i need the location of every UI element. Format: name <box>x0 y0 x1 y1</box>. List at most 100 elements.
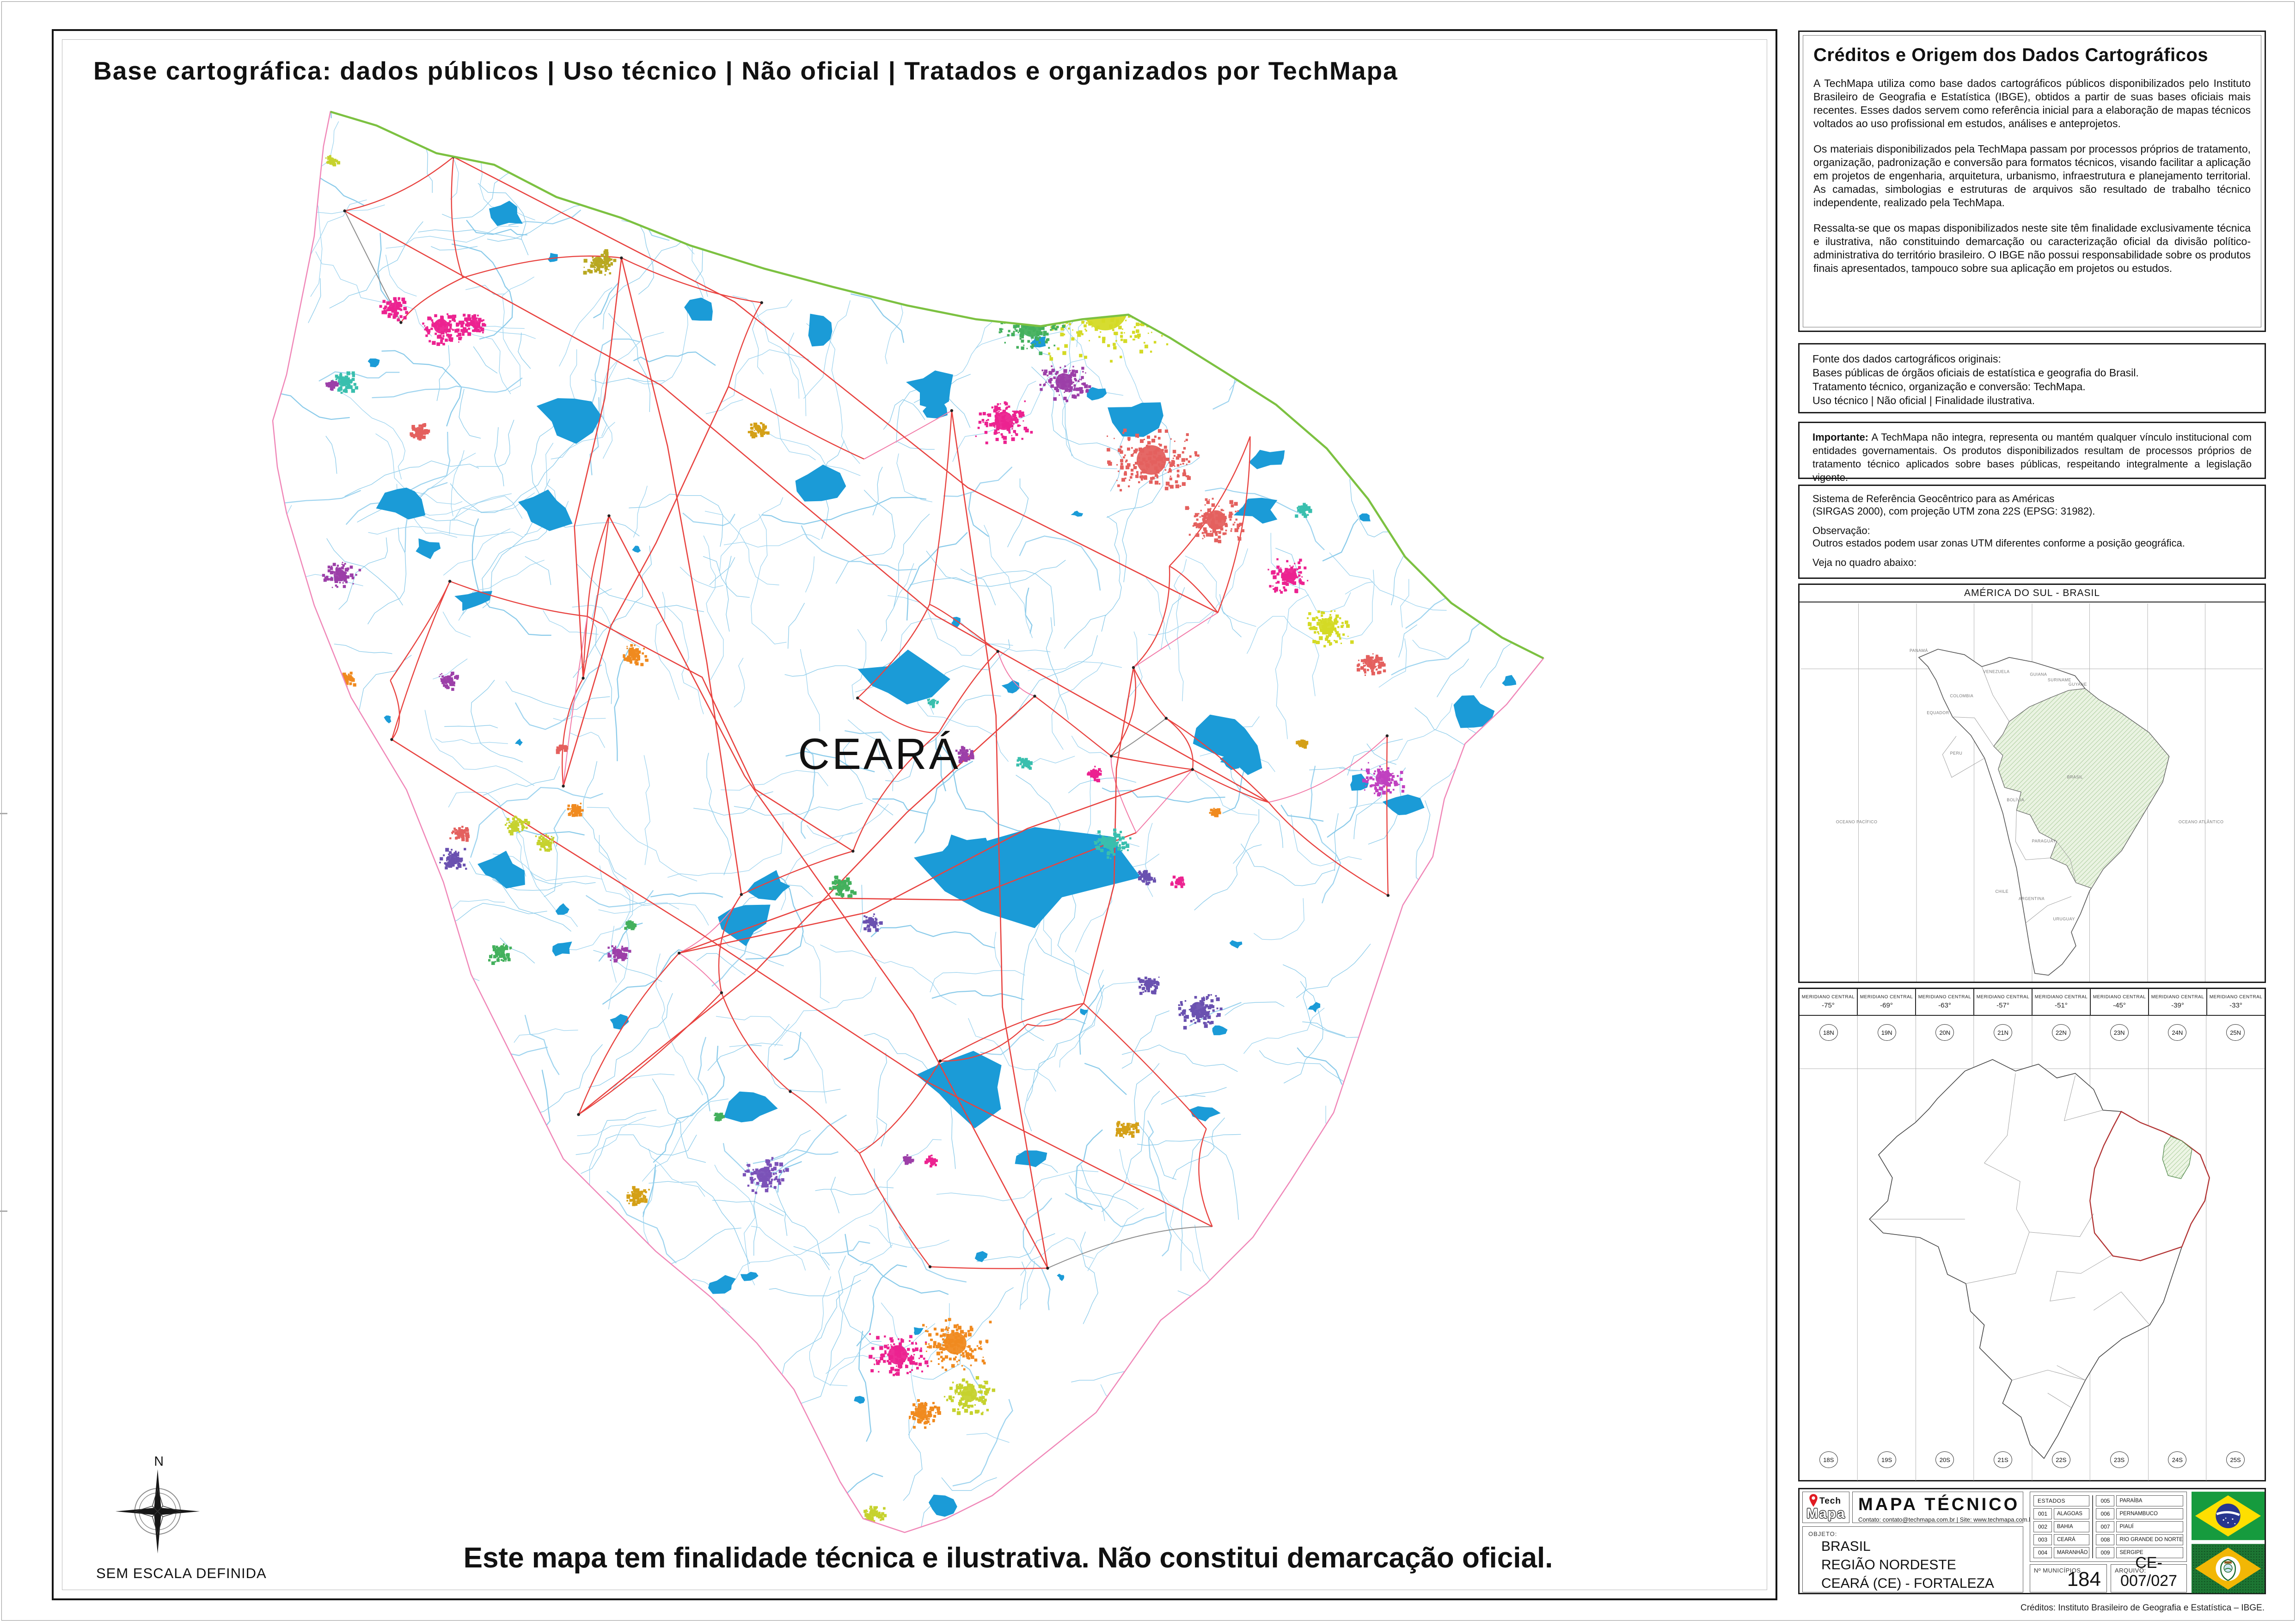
credit-line: Créditos: Instituto Brasileiro de Geogra… <box>2020 1603 2265 1613</box>
brazil-flag <box>2192 1492 2265 1540</box>
country-label: PERU <box>1950 751 1963 756</box>
states-table: ESTADOS 001 ALAGOAS 002 BAHIA 003 CEARÁ 004 MARA… <box>2030 1492 2187 1562</box>
map-bottom-statement: Este mapa tem finalidade técnica e ilust… <box>463 1542 1553 1574</box>
south-america-title: AMÉRICA DO SUL - BRASIL <box>1800 585 2265 602</box>
utm-zone-badge: 20S <box>1935 1451 1954 1468</box>
country-label: VENEZUELA <box>1983 670 2009 674</box>
document-title: MAPA TÉCNICO <box>1858 1495 2020 1514</box>
contact-line: Contato: contato@techmapa.com.br | Site:… <box>1858 1516 2034 1523</box>
country-label: GUYANE <box>2069 682 2087 687</box>
state-row: 005 PARAÍBA <box>2096 1495 2183 1506</box>
state-row: 002 BAHIA <box>2033 1521 2090 1532</box>
utm-zone-badge: 21S <box>1994 1451 2013 1468</box>
svg-text:N: N <box>154 1454 164 1469</box>
utm-meridian-cell: MERIDIANO CENTRAL -57° <box>1974 989 2033 1015</box>
utm-zone-badge: 25S <box>2226 1451 2245 1468</box>
state-row: 007 PIAUÍ <box>2096 1521 2183 1532</box>
credits-box: Créditos e Origem dos Dados Cartográfico… <box>1798 31 2266 332</box>
utm-zone-badge: 22S <box>2051 1451 2070 1468</box>
techmapa-logo: Tech Mapa <box>1802 1492 1849 1523</box>
south-america-map: PANAMÁ VENEZUELA COLOMBIA GUIANASURINAMEGUY… <box>1801 603 2263 982</box>
margin-tick <box>0 813 7 814</box>
state-row: 004 MARANHÃO <box>2033 1547 2090 1558</box>
file-label: ARQUIVO: <box>2115 1567 2146 1574</box>
state-row: 001 ALAGOAS <box>2033 1508 2090 1519</box>
brazil-zones-map <box>1800 1016 2265 1481</box>
country-label: BOLÍVIA <box>2007 798 2024 802</box>
reference-box: Sistema de Referência Geocêntrico para a… <box>1798 485 2266 579</box>
country-label: BRASIL <box>2067 774 2083 779</box>
municipalities-value: 184 <box>2067 1568 2101 1591</box>
state-row: 006 PERNAMBUCO <box>2096 1508 2183 1519</box>
utm-zone-badge: 23N <box>2110 1024 2129 1041</box>
country-label: SURINAME <box>2048 677 2071 682</box>
utm-zones-north-row: 18N 19N 20N 21N 22N 23N 24N 25N <box>1800 1024 2265 1041</box>
object-line: REGIÃO NORDESTE <box>1821 1557 1956 1573</box>
country-label: PANAMÁ <box>1910 648 1928 653</box>
utm-meridian-cell: MERIDIANO CENTRAL -33° <box>2209 995 2263 1009</box>
scale-note: SEM ESCALA DEFINIDA <box>96 1565 267 1581</box>
important-label: Importante: <box>1812 431 1868 443</box>
object-cell: OBJETO: BRASIL REGIÃO NORDESTE CEARÁ (CE) … <box>1802 1526 2023 1592</box>
utm-zone-badge: 18N <box>1819 1024 1838 1041</box>
credits-title: Créditos e Origem dos Dados Cartográfico… <box>1813 45 2209 65</box>
object-lines: BRASIL REGIÃO NORDESTE CEARÁ (CE) - FORTAL… <box>1808 1537 2017 1593</box>
object-line: BRASIL <box>1821 1539 1871 1554</box>
logo-text-mapa: Mapa <box>1806 1506 1846 1521</box>
utm-zone-badge: 21N <box>1994 1024 2013 1041</box>
country-label: OCEANO ATLÂNTICO <box>2179 819 2224 824</box>
country-label: COLOMBIA <box>1950 694 1973 698</box>
states-column-1: ESTADOS 001 ALAGOAS 002 BAHIA 003 CEARÁ 004 MARA… <box>2033 1495 2090 1558</box>
utm-zone-badge: 25N <box>2226 1024 2245 1041</box>
file-value: CE-007/027 <box>2120 1554 2177 1590</box>
margin-tick <box>0 1210 7 1212</box>
utm-meridian-cell: MERIDIANO CENTRAL -39° <box>2149 989 2207 1015</box>
object-label: OBJETO: <box>1808 1530 1837 1537</box>
country-label: URUGUAY <box>2053 916 2075 921</box>
utm-zone-badge: 23S <box>2110 1451 2129 1468</box>
utm-zone-badge: 19S <box>1877 1451 1896 1468</box>
country-label: EQUADOR <box>1927 711 1949 715</box>
ceara-flag <box>2192 1544 2265 1593</box>
states-column-2: 005 PARAÍBA 006 PERNAMBUCO 007 PIAUÍ 008 RIO GR… <box>2096 1495 2183 1558</box>
title-block: Tech Mapa MAPA TÉCNICO Contato: contato@… <box>1798 1488 2266 1594</box>
logo-text-tech: Tech <box>1819 1496 1841 1506</box>
utm-meridian-cell: MERIDIANO CENTRAL -51° <box>2033 989 2091 1015</box>
utm-zone-badge: 24N <box>2168 1024 2187 1041</box>
state-row: 003 CEARÁ <box>2033 1534 2090 1545</box>
svg-text:CEARÁ: CEARÁ <box>798 730 960 779</box>
country-label: PARAGUAY <box>2032 839 2056 843</box>
utm-header-row: MERIDIANO CENTRAL -75° MERIDIANO CENTRAL -6… <box>1800 989 2265 1016</box>
country-label: OCEANO PACÍFICO <box>1836 819 1878 824</box>
source-box: Fonte dos dados cartográficos originais:… <box>1798 343 2266 413</box>
file-cell: ARQUIVO: CE-007/027 <box>2111 1554 2187 1592</box>
municipalities-label: Nº MUNICÍPIOS <box>2034 1567 2081 1574</box>
utm-zone-badge: 20N <box>1935 1024 1954 1041</box>
utm-meridian-cell: MERIDIANO CENTRAL -63° <box>1916 989 1974 1015</box>
important-text: A TechMapa não integra, representa ou ma… <box>1812 431 2252 483</box>
municipalities-cell: Nº MUNICÍPIOS 184 <box>2030 1564 2107 1592</box>
states-header: ESTADOS <box>2033 1495 2090 1506</box>
reference-lines: Sistema de Referência Geocêntrico para a… <box>1812 493 2185 568</box>
utm-zone-badge: 24S <box>2168 1451 2187 1468</box>
important-box: Importante: A TechMapa não integra, repr… <box>1798 422 2266 483</box>
utm-zone-badge: 19N <box>1877 1024 1896 1041</box>
object-line: CEARÁ (CE) - FORTALEZA <box>1821 1576 1994 1591</box>
state-row: 008 RIO GRANDE DO NORTE <box>2096 1534 2183 1545</box>
country-label: ARGENTINA <box>2019 897 2045 901</box>
utm-meridian-cell: MERIDIANO CENTRAL -69° <box>1858 989 1916 1015</box>
states-divider <box>2092 1495 2094 1558</box>
map-disclaimer-title: Base cartográfica: dados públicos | Uso … <box>93 56 1398 85</box>
credits-paragraph: Os materiais disponibilizados pela TechM… <box>1813 142 2251 209</box>
utm-meridian-cell: MERIDIANO CENTRAL -75° <box>1800 989 1858 1015</box>
source-lines: Fonte dos dados cartográficos originais:… <box>1812 353 2139 406</box>
compass-rose-icon: N <box>114 1453 202 1557</box>
utm-meridian-cell: MERIDIANO CENTRAL -45° <box>2091 989 2149 1015</box>
ceara-state-map: CEARÁ <box>272 111 1545 1533</box>
utm-zone-badge: 22N <box>2051 1024 2070 1041</box>
country-label: GUIANA <box>2030 672 2047 676</box>
map-pin-icon <box>1809 1494 1818 1507</box>
utm-zones-south-row: 18S 19S 20S 21S 22S 23S 24S 25S <box>1800 1451 2265 1468</box>
credits-paragraph: A TechMapa utiliza como base dados carto… <box>1813 77 2251 129</box>
